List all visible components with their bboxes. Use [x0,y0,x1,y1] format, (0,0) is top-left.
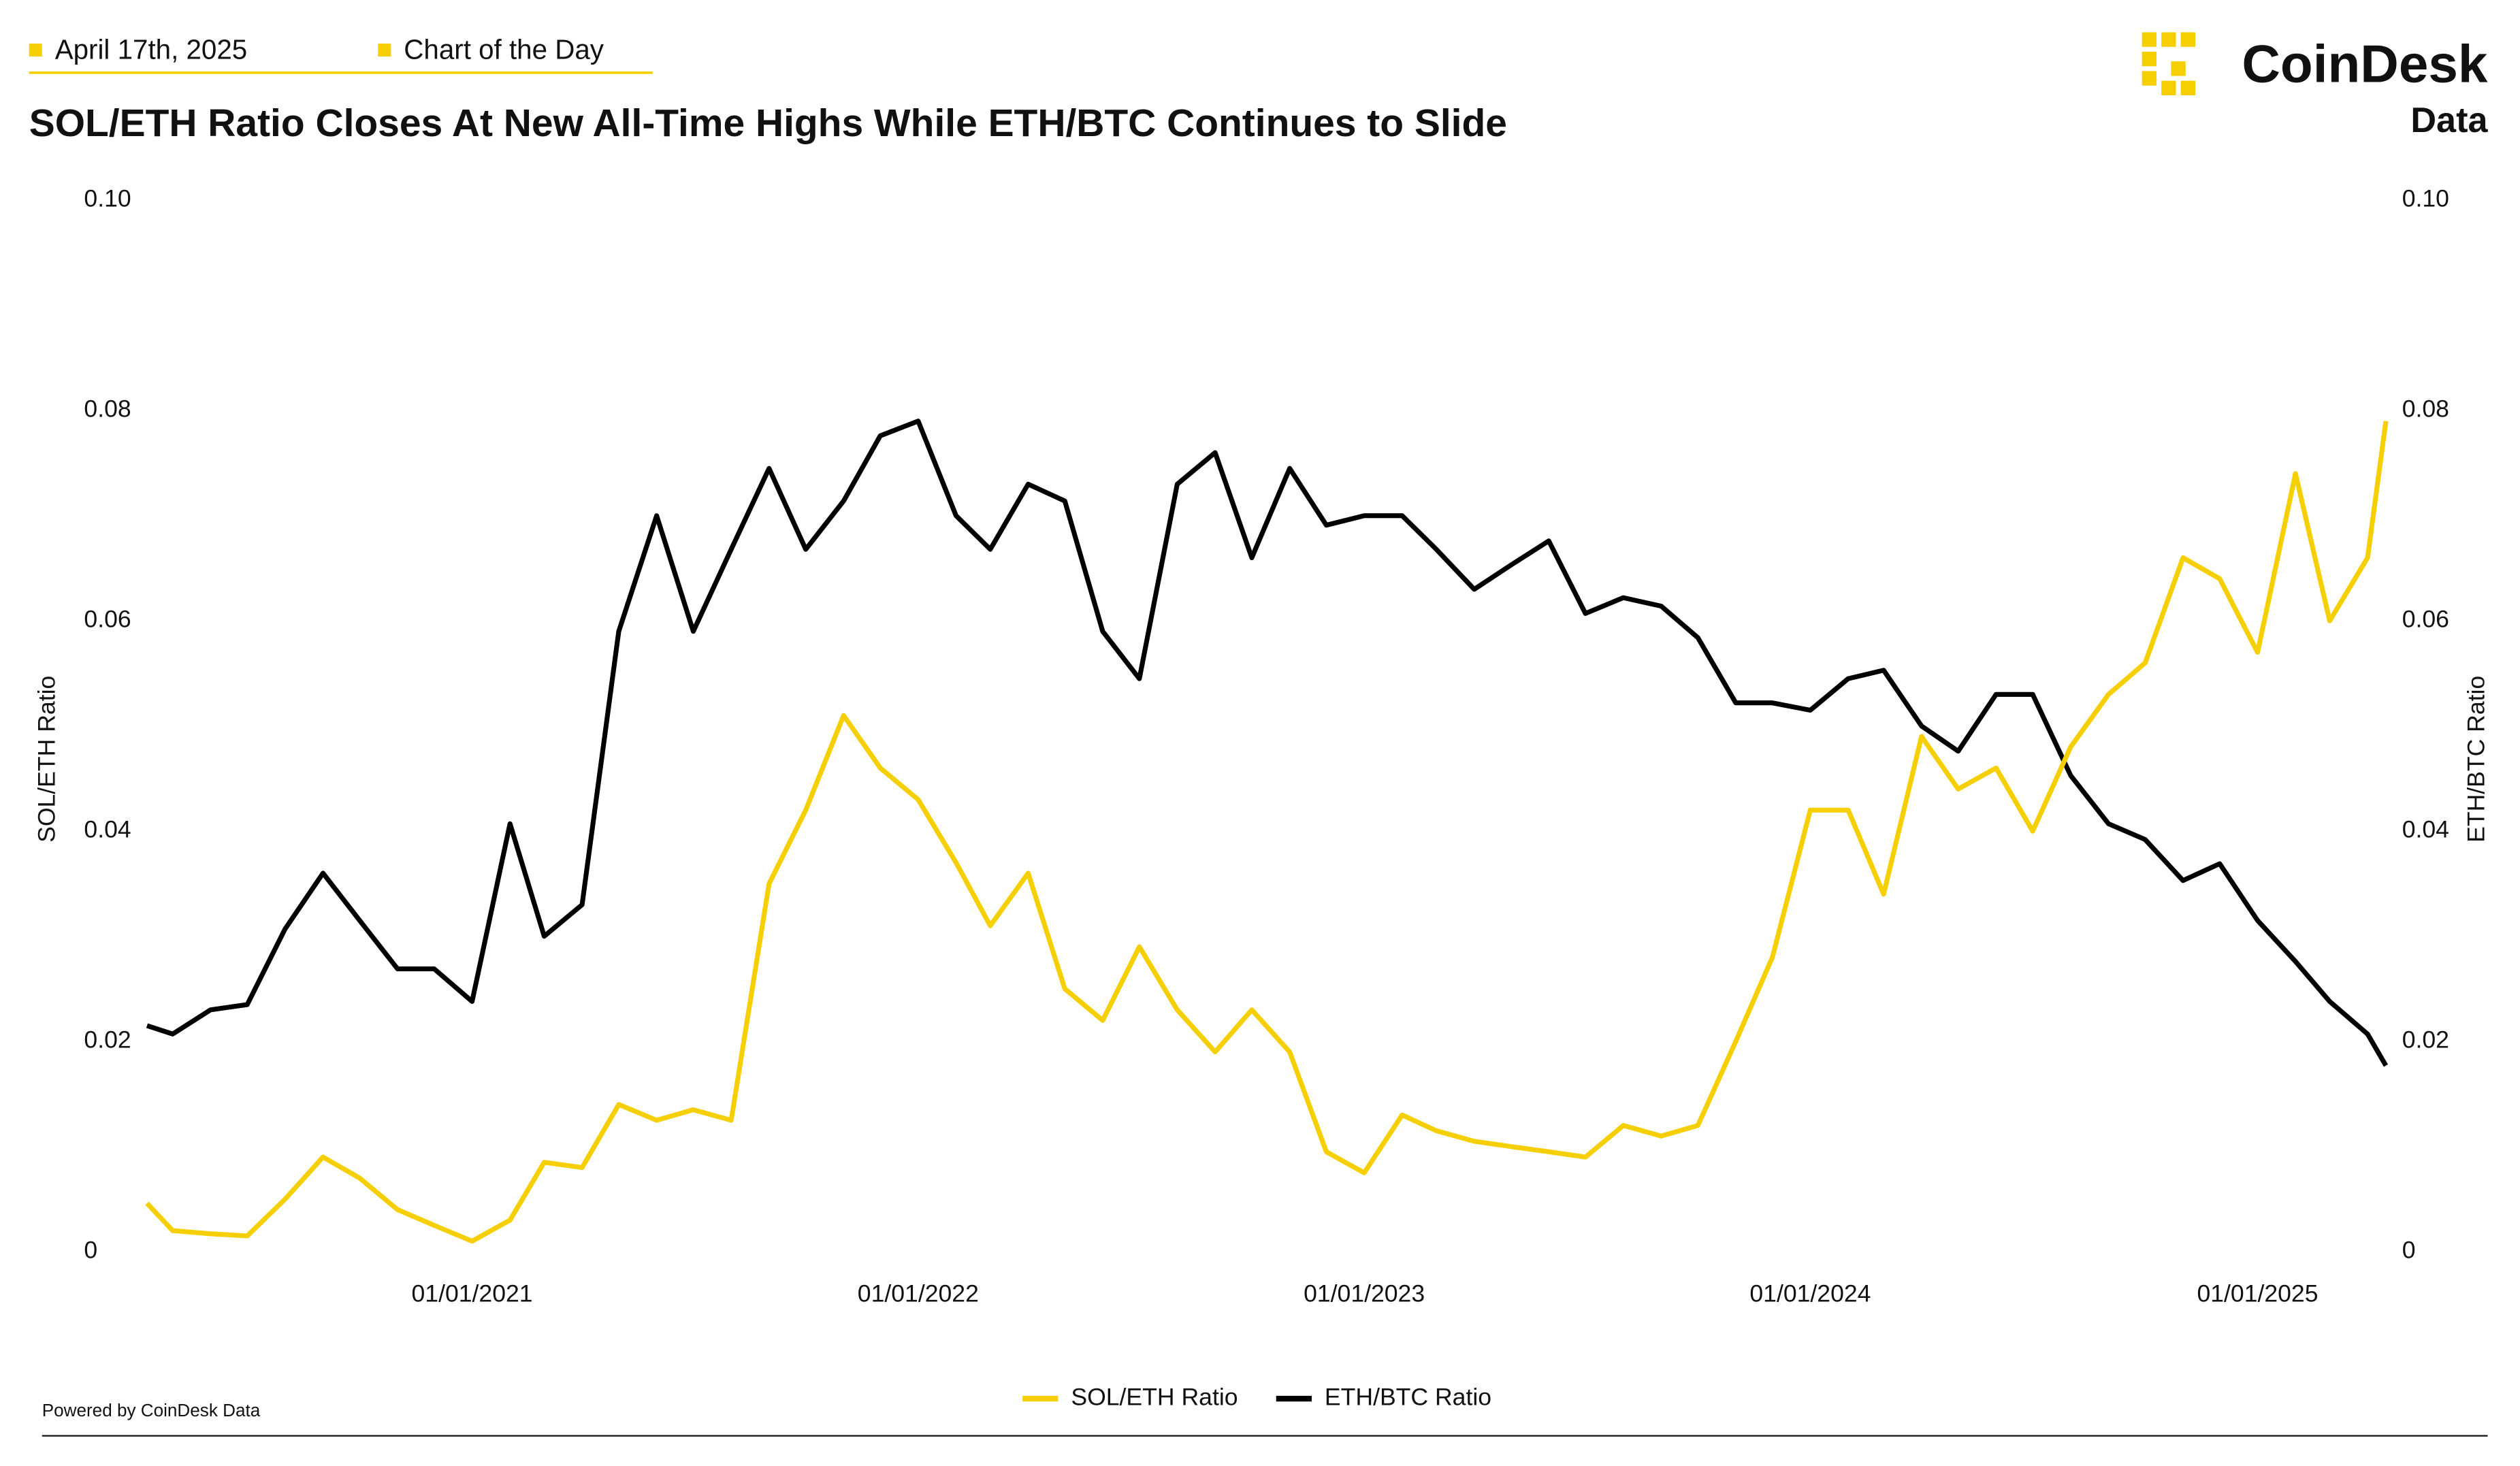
series-line [146,419,2389,1067]
y2-tick-label: 0.02 [2402,1026,2449,1054]
y2-axis-title: ETH/BTC Ratio [2463,676,2490,843]
header-tag: Chart of the Day [404,34,604,65]
footer-credit: Powered by CoinDesk Data [42,1400,261,1420]
y2-tick-label: 0.10 [2402,185,2449,212]
series-line [145,421,2389,1244]
legend-label: ETH/BTC Ratio [1325,1383,1491,1410]
header-date: April 17th, 2025 [55,34,248,65]
y-tick-label: 0.06 [84,606,131,633]
y-tick-label: 0 [84,1237,97,1264]
header-bullet [378,44,391,57]
logo-brand: CoinDesk [2242,33,2488,93]
y-tick-label: 0.02 [84,1026,131,1054]
y-tick-label: 0.04 [84,816,131,843]
legend-label: SOL/ETH Ratio [1071,1383,1238,1410]
x-tick-label: 01/01/2023 [1304,1280,1425,1307]
y2-tick-label: 0.04 [2402,816,2449,843]
x-tick-label: 01/01/2021 [411,1280,532,1307]
chart-title: SOL/ETH Ratio Closes At New All-Time Hig… [29,101,1507,145]
y-tick-label: 0.08 [84,395,131,423]
logo-sub: Data [2410,101,2488,140]
y2-tick-label: 0.06 [2402,606,2449,633]
y-axis-title: SOL/ETH Ratio [33,676,61,843]
y2-tick-label: 0 [2402,1237,2416,1264]
y-tick-label: 0.10 [84,185,131,212]
y2-tick-label: 0.08 [2402,395,2449,423]
logo-icon [2142,32,2195,96]
header-bullet [29,44,42,57]
x-tick-label: 01/01/2025 [2197,1280,2318,1307]
x-tick-label: 01/01/2022 [858,1280,979,1307]
x-tick-label: 01/01/2024 [1749,1280,1871,1307]
